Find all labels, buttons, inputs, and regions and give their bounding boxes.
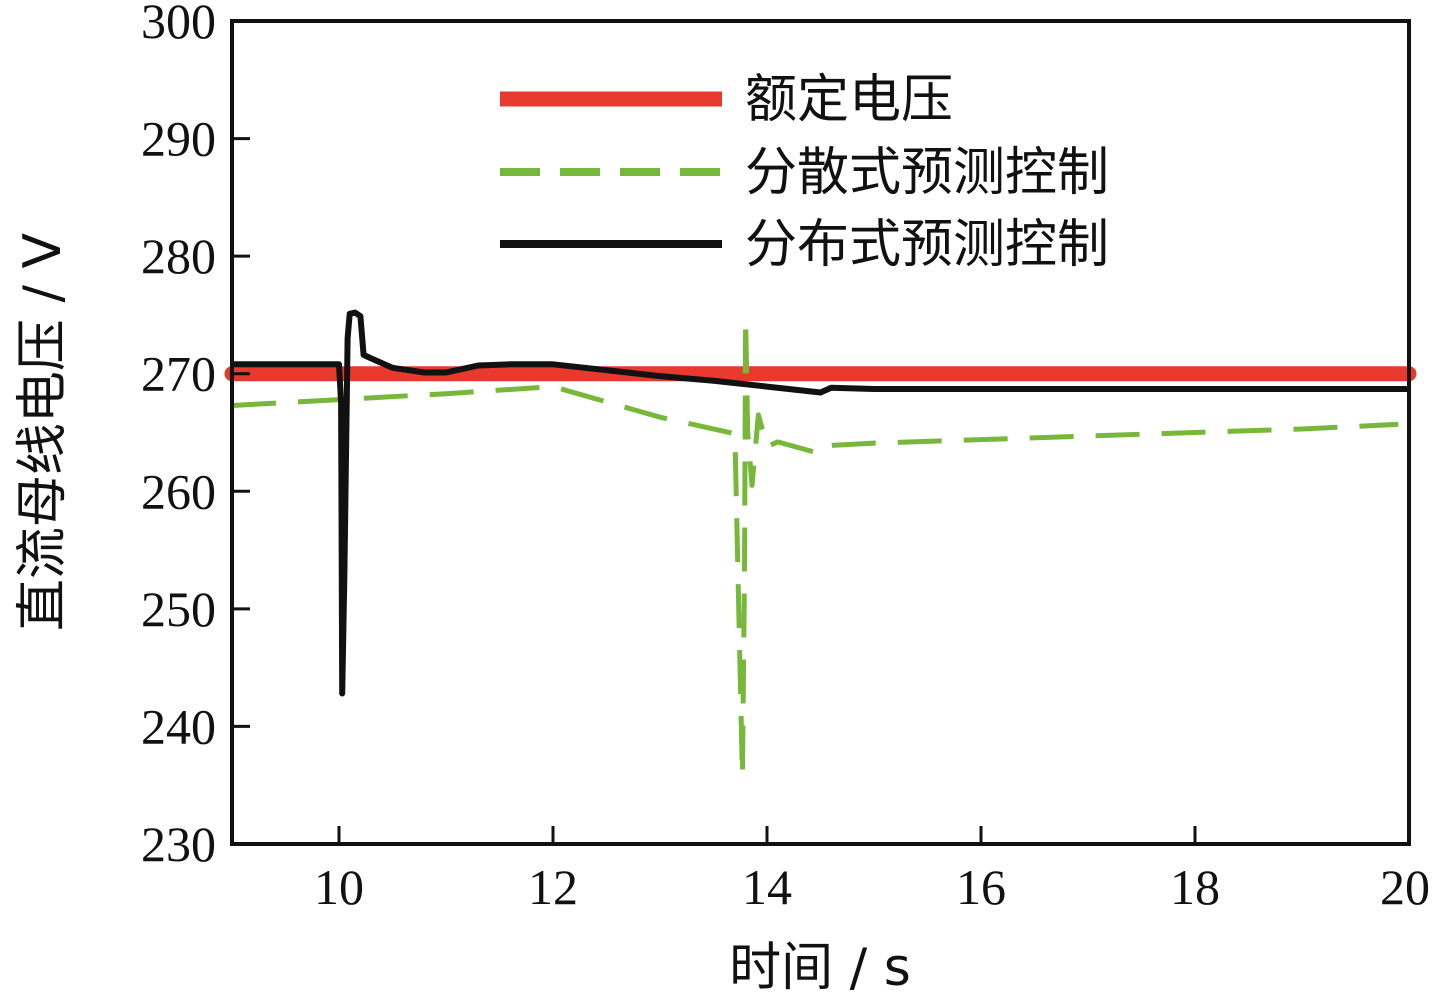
y-tick-label: 280 xyxy=(141,228,216,284)
x-tick-label: 12 xyxy=(528,859,578,915)
y-tick-label: 250 xyxy=(141,581,216,637)
x-tick-label: 10 xyxy=(314,859,364,915)
y-tick-label: 300 xyxy=(141,0,216,49)
legend: 额定电压 分散式预测控制 分布式预测控制 xyxy=(500,70,1109,275)
y-tick-label: 240 xyxy=(141,698,216,754)
legend-label-decentralized-mpc: 分散式预测控制 xyxy=(745,143,1109,203)
ticks-layer: 10 12 14 16 18 20 230 240 250 260 270 280 290 300 xyxy=(141,0,1430,915)
x-tick-label: 16 xyxy=(956,859,1006,915)
series-layer xyxy=(224,309,1417,779)
x-tick-label: 20 xyxy=(1380,859,1430,915)
legend-label-distributed-mpc: 分布式预测控制 xyxy=(745,215,1109,275)
plot-frame xyxy=(230,19,1411,846)
legend-label-rated-voltage: 额定电压 xyxy=(745,70,953,130)
y-tick-label: 290 xyxy=(141,111,216,167)
x-axis-title: 时间 / s xyxy=(729,938,911,994)
x-tick-label: 18 xyxy=(1170,859,1220,915)
x-tick-label: 14 xyxy=(742,859,792,915)
y-axis-title: 直流母线电压 / V xyxy=(13,232,73,631)
y-tick-label: 270 xyxy=(141,346,216,402)
y-tick-label: 230 xyxy=(141,816,216,872)
series-line-2 xyxy=(232,309,1409,697)
series-line-1 xyxy=(231,316,1399,779)
y-tick-label: 260 xyxy=(141,463,216,519)
